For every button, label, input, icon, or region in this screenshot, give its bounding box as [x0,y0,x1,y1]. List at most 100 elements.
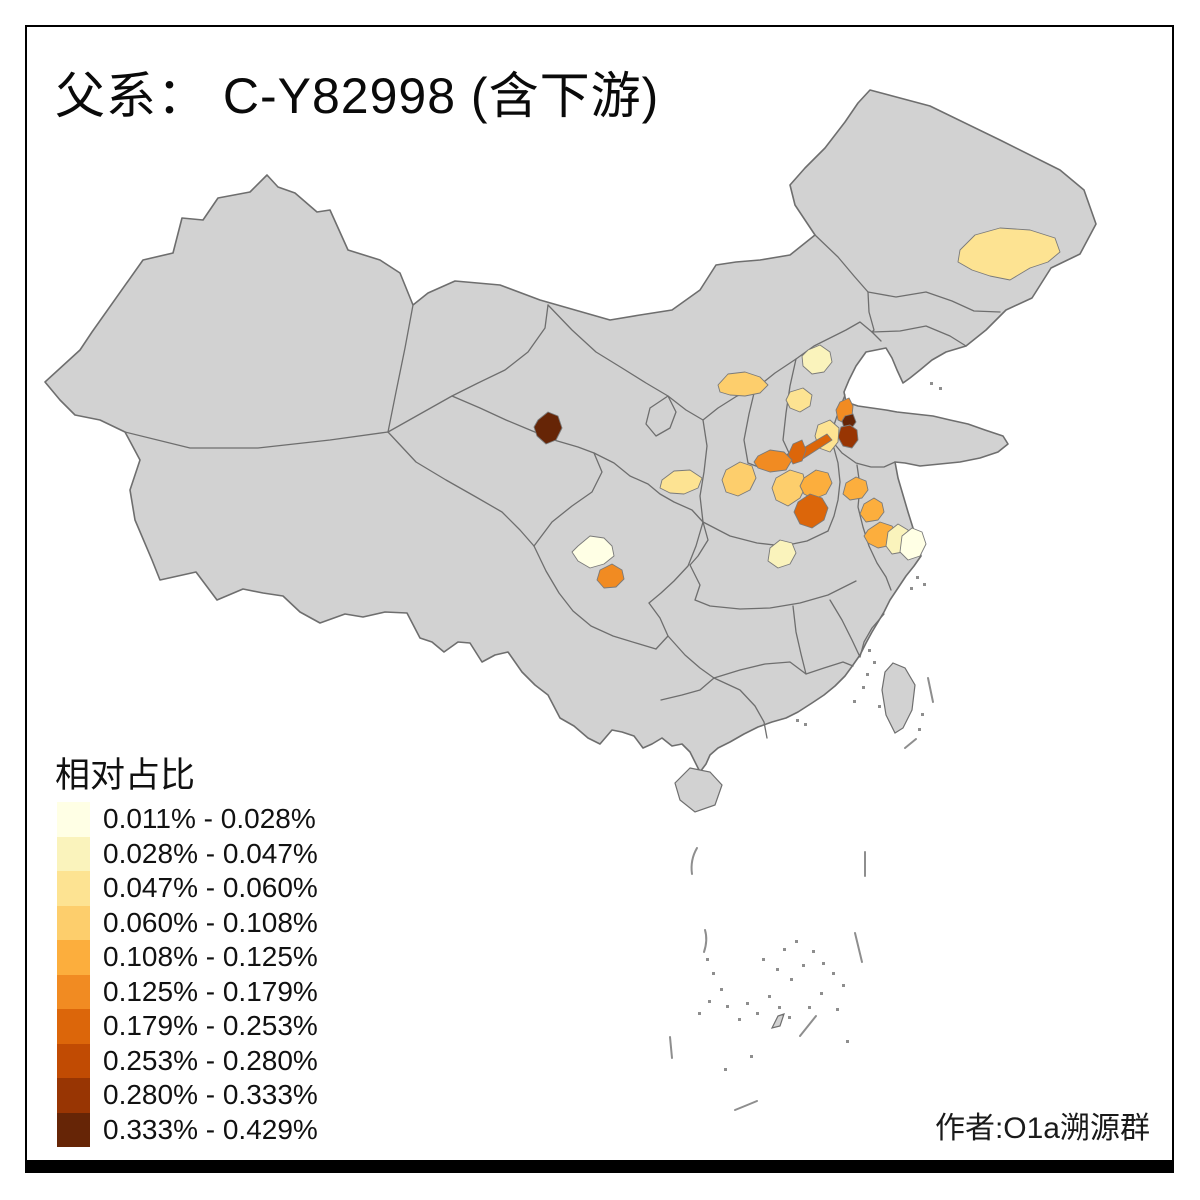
island-speck [868,649,871,652]
province-border [859,613,885,658]
legend-item: 0.011% - 0.028% [57,802,318,837]
province-border [667,635,715,679]
hainan [674,767,723,813]
province-border [743,388,756,464]
shanxi-north-region [717,371,769,397]
legend-label: 0.333% - 0.429% [103,1113,318,1145]
legend-swatch [57,871,90,906]
province-border [689,521,709,566]
legend-swatch [57,1043,90,1078]
legend-item: 0.280% - 0.333% [57,1078,318,1113]
province-border [387,304,414,433]
legend-title: 相对占比 [55,756,196,795]
south-sea-islet [770,1013,785,1029]
beijing-region [801,344,833,375]
legend-item: 0.253% - 0.280% [57,1043,318,1078]
island-speck [698,1012,701,1015]
taiwan [881,662,916,734]
heilongjiang-region [957,227,1061,281]
legend-item: 0.060% - 0.108% [57,905,318,940]
anhui-north-region [859,497,885,523]
province-border [533,545,657,650]
island-speck [783,948,786,951]
province-border [699,419,708,523]
island-speck [820,992,823,995]
island-speck [788,1016,791,1019]
legend-swatch [57,836,90,871]
qinghai-dark-region [533,411,563,445]
island-speck [939,387,942,390]
legend-item: 0.125% - 0.179% [57,974,318,1009]
legend-item: 0.028% - 0.047% [57,836,318,871]
legend-swatch [57,974,90,1009]
sea-dash-line [734,1100,758,1111]
henan-center-region [771,469,807,507]
legend-label: 0.179% - 0.253% [103,1010,318,1042]
province-border [387,431,535,547]
legend-label: 0.047% - 0.060% [103,872,318,904]
sea-dash-line [904,738,917,749]
legend-swatch [57,940,90,975]
island-speck [738,1018,741,1021]
island-speck [832,972,835,975]
province-border [648,602,669,650]
island-speck [762,958,765,961]
island-speck [842,984,845,987]
xuzhou-region [842,476,869,501]
province-border [829,599,861,658]
island-speck [878,705,881,708]
island-speck [923,583,926,586]
henan-east-region [799,469,833,500]
island-speck [720,988,723,991]
island-speck [726,1005,729,1008]
gansu-tianshui-region [659,469,703,495]
legend-swatch [57,905,90,940]
island-speck [873,661,876,664]
province-border [593,452,704,523]
legend-label: 0.060% - 0.108% [103,906,318,938]
legend-swatch [57,1009,90,1044]
province-border [871,325,967,347]
chengdu-region [571,535,615,569]
sea-dash-line [927,677,934,703]
island-speck [918,728,921,731]
island-speck [910,587,913,590]
legend-label: 0.011% - 0.028% [103,803,316,835]
sichuan-south-region [596,563,625,589]
legend-label: 0.253% - 0.280% [103,1044,318,1076]
sea-dash-line [854,932,863,963]
island-speck [776,968,779,971]
island-speck [768,995,771,998]
island-speck [846,1040,849,1043]
island-speck [804,723,807,726]
legend-item: 0.047% - 0.060% [57,871,318,906]
hubei-region [767,539,797,569]
page-title: 父系： C-Y82998 (含下游) [55,68,660,124]
province-border [713,661,854,679]
province-border [792,605,807,675]
province-border [782,358,797,454]
shandong-dark-main-region [837,424,859,449]
hebei-center-region [785,387,813,413]
legend-item: 0.179% - 0.253% [57,1009,318,1044]
china-outline [44,89,1097,773]
anyang-blob-region [787,439,807,465]
island-speck [795,940,798,943]
province-border [451,395,595,454]
province-border [713,677,768,739]
plot-frame-bottom [25,1160,1174,1173]
province-border [702,521,829,547]
province-border [831,440,896,468]
attribution-text: 作者:O1a溯源群 [934,1112,1150,1145]
island-speck [862,686,865,689]
island-speck [724,1068,727,1071]
island-speck [812,950,815,953]
legend-swatch [57,1112,90,1147]
province-border [533,452,603,547]
sea-dash-line [703,929,708,953]
island-speck [836,1008,839,1011]
legend-item: 0.333% - 0.429% [57,1112,318,1147]
island-speck [756,1012,759,1015]
